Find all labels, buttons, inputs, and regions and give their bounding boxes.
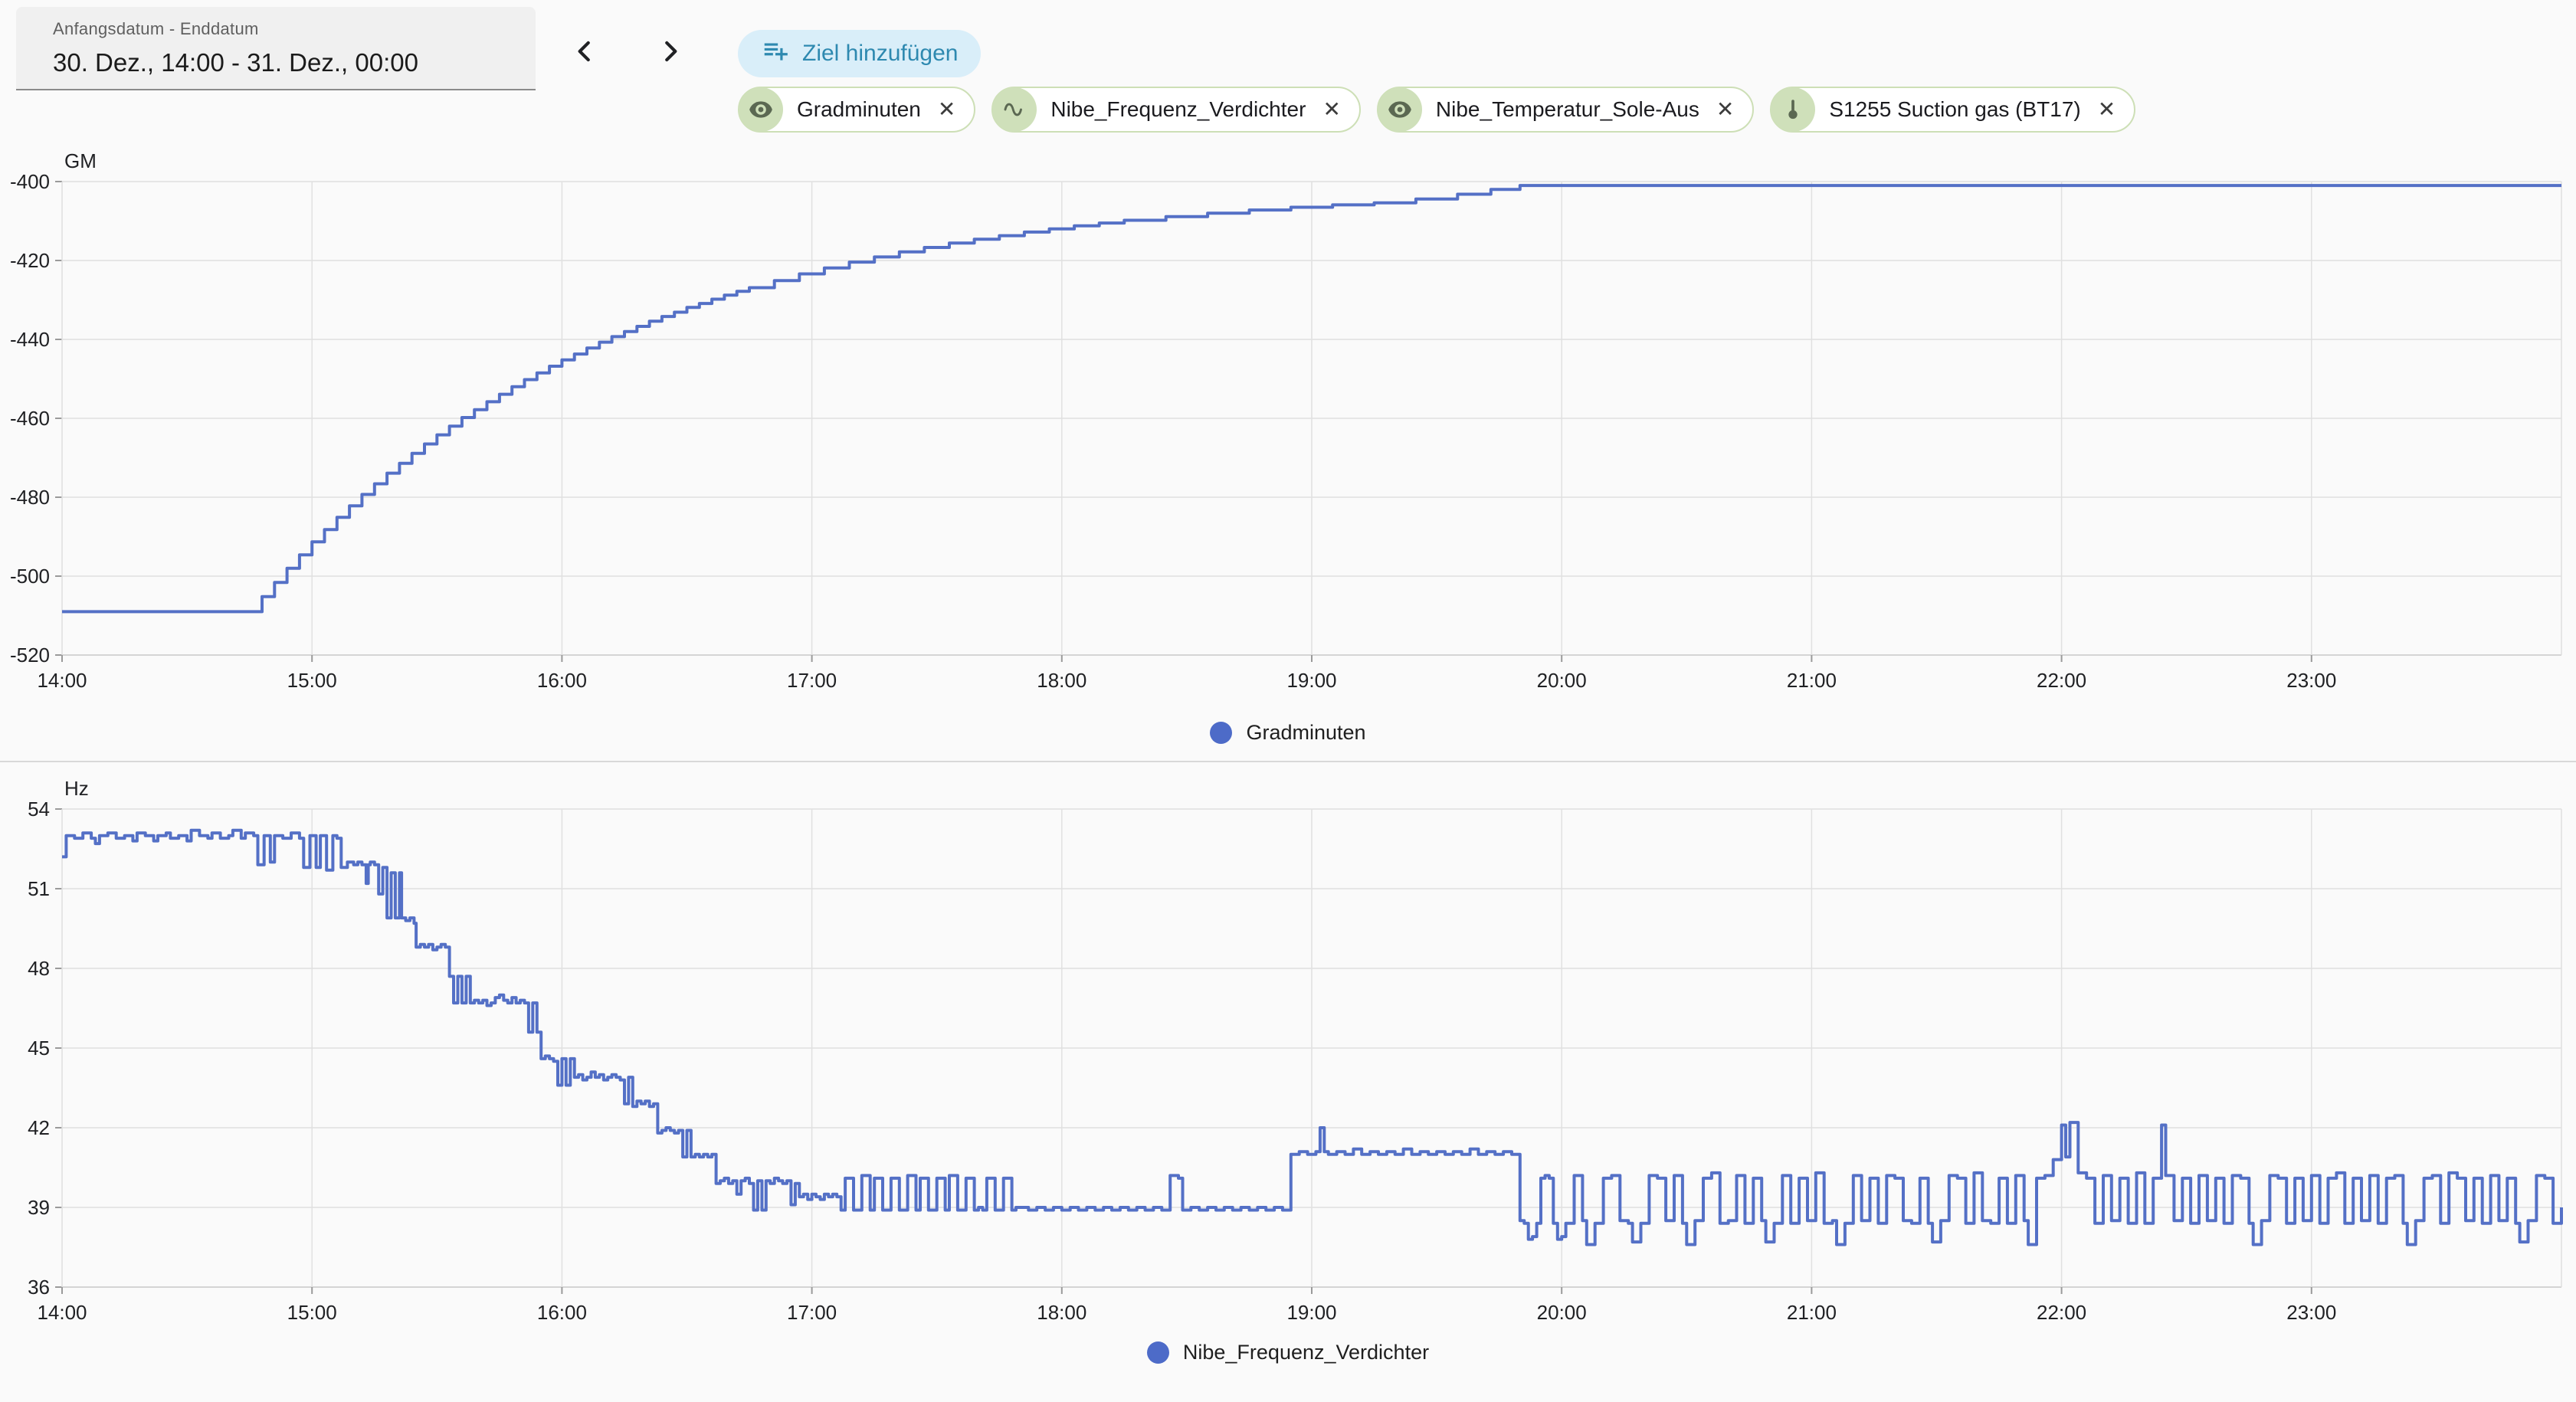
svg-text:15:00: 15:00 xyxy=(287,1301,337,1324)
svg-text:-400: -400 xyxy=(10,170,50,193)
chevron-left-icon xyxy=(570,37,599,68)
svg-text:20:00: 20:00 xyxy=(1537,1301,1587,1324)
chips-area: Ziel hinzufügen Gradminuten ✕ Nibe_Frequen… xyxy=(738,0,2136,133)
gradminuten-legend-row: Gradminuten xyxy=(0,705,2576,761)
toolbar: Anfangsdatum - Enddatum 30. Dez., 14:00 … xyxy=(0,0,2576,146)
legend-label: Gradminuten xyxy=(1246,721,1366,744)
svg-text:23:00: 23:00 xyxy=(2286,669,2336,692)
svg-text:23:00: 23:00 xyxy=(2286,1301,2336,1324)
svg-text:39: 39 xyxy=(28,1196,50,1219)
svg-text:22:00: 22:00 xyxy=(2037,1301,2086,1324)
chip-remove-button[interactable]: ✕ xyxy=(1319,96,1343,123)
svg-text:19:00: 19:00 xyxy=(1286,1301,1336,1324)
chevron-right-icon xyxy=(656,37,685,68)
svg-text:-440: -440 xyxy=(10,328,50,351)
svg-text:51: 51 xyxy=(28,877,50,900)
svg-text:15:00: 15:00 xyxy=(287,669,337,692)
gradminuten-chart-section: -400 -420 -440 -460 -480 -500 -520 14:00 15:00 16… xyxy=(0,146,2576,761)
date-range-field[interactable]: Anfangsdatum - Enddatum 30. Dez., 14:00 … xyxy=(16,7,536,90)
svg-text:-520: -520 xyxy=(10,644,50,667)
entity-chip-label: Gradminuten xyxy=(797,97,921,121)
svg-text:18:00: 18:00 xyxy=(1037,669,1086,692)
svg-text:17:00: 17:00 xyxy=(787,1301,837,1324)
next-interval-button[interactable] xyxy=(647,29,693,75)
sine-wave-icon xyxy=(992,87,1037,132)
prev-interval-button[interactable] xyxy=(562,29,608,75)
add-target-label: Ziel hinzufügen xyxy=(802,41,959,66)
svg-text:16:00: 16:00 xyxy=(537,669,587,692)
svg-text:36: 36 xyxy=(28,1276,50,1299)
add-target-button[interactable]: Ziel hinzufügen xyxy=(738,30,982,77)
entity-chip-label: Nibe_Frequenz_Verdichter xyxy=(1050,97,1306,121)
svg-text:20:00: 20:00 xyxy=(1537,669,1587,692)
svg-text:21:00: 21:00 xyxy=(1787,669,1837,692)
date-range-value: 30. Dez., 14:00 - 31. Dez., 00:00 xyxy=(53,48,418,77)
frequency-chart-section: 54 51 48 45 42 39 36 14:00 15:00 16:00 17:00 18:00 1… xyxy=(0,775,2576,1402)
svg-text:14:00: 14:00 xyxy=(37,669,87,692)
entity-chip[interactable]: Nibe_Frequenz_Verdichter ✕ xyxy=(991,87,1361,133)
svg-text:-460: -460 xyxy=(10,407,50,430)
eye-icon xyxy=(739,87,783,132)
legend-dot xyxy=(1146,1341,1169,1364)
svg-text:42: 42 xyxy=(28,1116,50,1139)
svg-text:14:00: 14:00 xyxy=(37,1301,87,1324)
svg-text:18:00: 18:00 xyxy=(1037,1301,1086,1324)
svg-text:54: 54 xyxy=(28,798,50,821)
date-range-label: Anfangsdatum - Enddatum xyxy=(53,19,259,38)
playlist-add-icon xyxy=(761,36,790,71)
entity-chip-label: Nibe_Temperatur_Sole-Aus xyxy=(1435,97,1699,121)
svg-text:48: 48 xyxy=(28,957,50,980)
frequency-legend-row: Nibe_Frequenz_Verdichter xyxy=(0,1341,2576,1402)
legend-item-frequency[interactable]: Nibe_Frequenz_Verdichter xyxy=(1146,1341,1430,1364)
legend-dot xyxy=(1210,722,1233,744)
svg-text:-500: -500 xyxy=(10,565,50,588)
legend-item-gradminuten[interactable]: Gradminuten xyxy=(1210,721,1366,745)
thermometer-icon xyxy=(1771,87,1816,132)
entity-chip[interactable]: S1255 Suction gas (BT17) ✕ xyxy=(1770,87,2136,133)
entity-chip-label: S1255 Suction gas (BT17) xyxy=(1829,97,2081,121)
svg-text:16:00: 16:00 xyxy=(537,1301,587,1324)
legend-label: Nibe_Frequenz_Verdichter xyxy=(1182,1341,1430,1364)
chip-remove-button[interactable]: ✕ xyxy=(935,96,959,123)
entity-chip[interactable]: Nibe_Temperatur_Sole-Aus ✕ xyxy=(1376,87,1755,133)
svg-text:Hz: Hz xyxy=(64,777,89,800)
svg-text:GM: GM xyxy=(64,149,97,172)
entity-chip[interactable]: Gradminuten ✕ xyxy=(738,87,976,133)
svg-text:21:00: 21:00 xyxy=(1787,1301,1837,1324)
svg-text:-420: -420 xyxy=(10,249,50,272)
svg-text:-480: -480 xyxy=(10,486,50,509)
svg-text:19:00: 19:00 xyxy=(1286,669,1336,692)
svg-text:45: 45 xyxy=(28,1037,50,1060)
chip-remove-button[interactable]: ✕ xyxy=(1713,96,1737,123)
chip-remove-button[interactable]: ✕ xyxy=(2095,96,2119,123)
section-divider xyxy=(0,761,2576,762)
svg-text:17:00: 17:00 xyxy=(787,669,837,692)
eye-icon xyxy=(1377,87,1422,132)
app-root: { "header": { "date_range": { "label": "… xyxy=(0,0,2576,1364)
svg-text:22:00: 22:00 xyxy=(2037,669,2086,692)
entity-chip-row: Gradminuten ✕ Nibe_Frequenz_Verdichter ✕ Nib… xyxy=(738,87,2136,133)
